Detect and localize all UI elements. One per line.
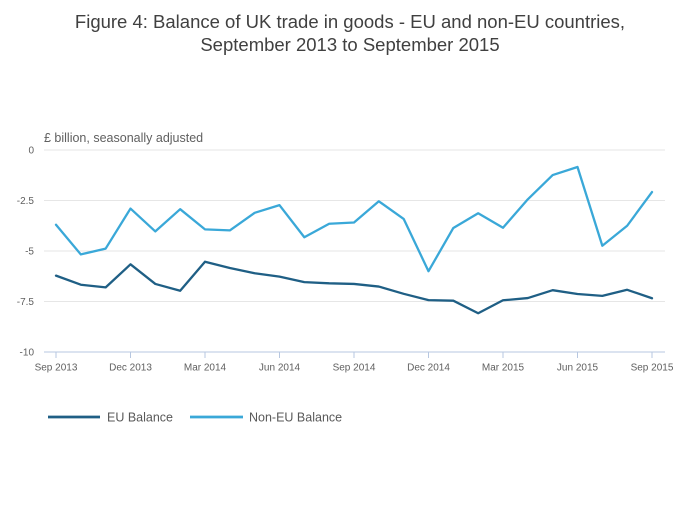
svg-text:EU Balance: EU Balance	[107, 411, 173, 425]
svg-text:-10: -10	[20, 348, 35, 359]
svg-text:Jun 2015: Jun 2015	[557, 363, 599, 374]
svg-text:Sep 2014: Sep 2014	[333, 363, 376, 374]
svg-text:Sep 2015: Sep 2015	[631, 363, 674, 374]
svg-text:Mar 2014: Mar 2014	[184, 363, 227, 374]
svg-text:Mar 2015: Mar 2015	[482, 363, 525, 374]
svg-text:Sep 2013: Sep 2013	[35, 363, 78, 374]
svg-text:-7.5: -7.5	[17, 297, 35, 308]
svg-text:0: 0	[28, 146, 34, 157]
svg-text:Non-EU Balance: Non-EU Balance	[249, 411, 342, 425]
svg-text:Jun 2014: Jun 2014	[259, 363, 301, 374]
svg-text:£ billion, seasonally adjusted: £ billion, seasonally adjusted	[44, 131, 203, 145]
svg-text:Dec 2014: Dec 2014	[407, 363, 450, 374]
svg-text:Dec 2013: Dec 2013	[109, 363, 152, 374]
svg-text:-2.5: -2.5	[17, 196, 35, 207]
svg-text:-5: -5	[25, 247, 34, 258]
